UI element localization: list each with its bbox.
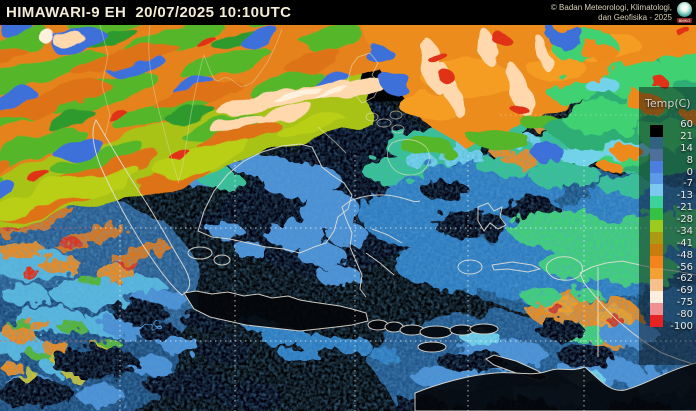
legend-tick-label: -62 bbox=[676, 273, 693, 285]
satellite-map: Temp(C) 60 21 14 8 0 -7 -13 -21 -28 -34 -41 -48 -56-… bbox=[0, 25, 696, 411]
legend-color-segment bbox=[650, 184, 663, 197]
attribution-line1: © Badan Meteorologi, Klimatologi, bbox=[550, 3, 672, 12]
legend-color-segment bbox=[650, 208, 663, 220]
coast-borneo bbox=[197, 143, 353, 254]
bmkg-logo: BMKG bbox=[676, 2, 693, 23]
legend-tick-label: -75 bbox=[676, 297, 693, 309]
legend-tick-label: -80 bbox=[676, 309, 693, 321]
legend-tick-labels: 60 21 14 8 0 -7 -13 -21 -28 -34 -41 -48 -56 -62 -69 -75… bbox=[665, 87, 693, 365]
image-title: HIMAWARI-9 EH 20/07/2025 10:10UTC bbox=[6, 4, 292, 21]
legend-color-segment bbox=[650, 231, 663, 244]
legend-color-segment bbox=[650, 279, 663, 292]
coast-sulawesi bbox=[341, 194, 421, 298]
legend-color-segment bbox=[650, 160, 663, 173]
legend-tick-label: 14 bbox=[680, 142, 693, 154]
legend-tick-label: 8 bbox=[686, 154, 693, 166]
legend-color-segment bbox=[650, 220, 663, 232]
legend-color-segment bbox=[650, 148, 663, 161]
monsoon-cloud-band bbox=[0, 25, 511, 263]
legend-tick-label: -21 bbox=[676, 202, 693, 214]
attribution-text: © Badan Meteorologi, Klimatologi, dan Ge… bbox=[551, 3, 672, 22]
legend-tick-label: -34 bbox=[676, 225, 693, 237]
legend-color-segment bbox=[650, 172, 663, 185]
coast-philippines bbox=[317, 52, 430, 176]
header-bar: HIMAWARI-9 EH 20/07/2025 10:10UTC © Bada… bbox=[0, 0, 696, 25]
bmkg-logo-label: BMKG bbox=[677, 18, 692, 23]
legend-tick-label: -48 bbox=[676, 249, 693, 261]
legend-colorbar bbox=[650, 125, 663, 327]
legend-title: Temp(C) bbox=[645, 97, 691, 110]
bmkg-logo-icon bbox=[677, 2, 692, 17]
grid-lines-tinted bbox=[0, 227, 110, 342]
legend-color-segment bbox=[650, 315, 663, 327]
legend-tick-label: 0 bbox=[686, 166, 693, 178]
legend-color-segment bbox=[650, 136, 663, 149]
legend-tick-label: -7 bbox=[683, 178, 693, 190]
attribution-line2: dan Geofisika - 2025 bbox=[598, 12, 672, 22]
legend-tick-label: -28 bbox=[676, 214, 693, 226]
legend-tick-label: -56 bbox=[676, 261, 693, 273]
legend-tick-label: -100 bbox=[670, 321, 693, 332]
legend-tick-label: -13 bbox=[676, 190, 693, 202]
coast-java bbox=[183, 290, 369, 332]
legend-color-segment bbox=[650, 291, 663, 304]
grid-lines bbox=[0, 114, 696, 411]
coast-sumatra bbox=[92, 118, 191, 296]
coastlines bbox=[92, 25, 696, 411]
coast-papua bbox=[545, 256, 696, 366]
temperature-legend: Temp(C) 60 21 14 8 0 -7 -13 -21 -28 -34 -41 -48 -56-… bbox=[639, 87, 696, 365]
legend-tick-label: -69 bbox=[676, 285, 693, 297]
attribution: © Badan Meteorologi, Klimatologi, dan Ge… bbox=[551, 2, 696, 23]
legend-color-segment bbox=[650, 303, 663, 315]
satellite-imagery bbox=[0, 25, 696, 411]
legend-color-segment bbox=[650, 267, 663, 280]
legend-tick-label: 21 bbox=[680, 130, 693, 142]
legend-color-segment bbox=[650, 125, 663, 137]
coast-halmahera bbox=[477, 202, 507, 232]
legend-color-segment bbox=[650, 196, 663, 209]
coast-australia bbox=[414, 362, 696, 411]
legend-tick-label: -41 bbox=[676, 237, 693, 249]
legend-color-segment bbox=[650, 255, 663, 268]
legend-tick-label: 60 bbox=[680, 119, 693, 130]
legend-color-segment bbox=[650, 243, 663, 256]
